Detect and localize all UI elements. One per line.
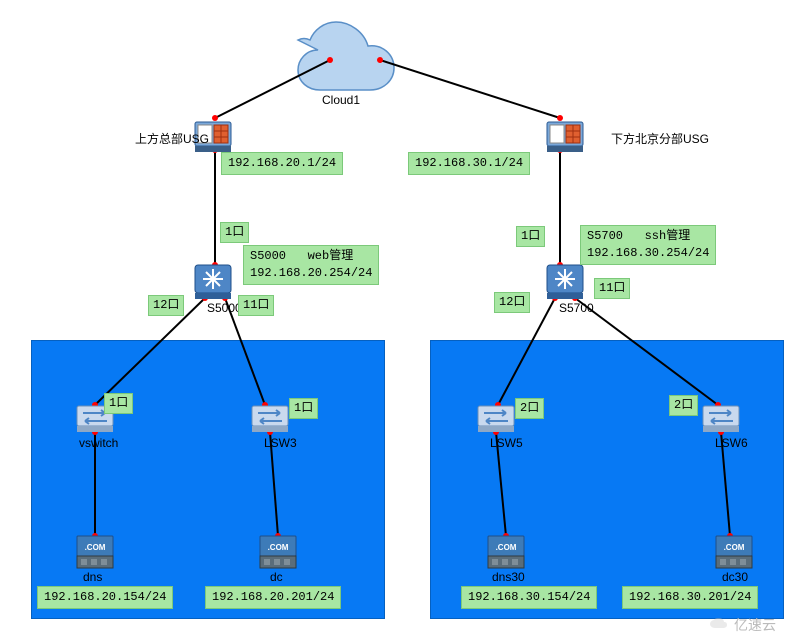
lsw5-label: LSW5 bbox=[490, 436, 523, 450]
topology-canvas: .COM bbox=[0, 0, 788, 643]
ipbox-ip_usg_left: 192.168.20.1/24 bbox=[221, 152, 343, 175]
ipbox-ip_dns: 192.168.20.154/24 bbox=[37, 586, 173, 609]
usg_right-icon bbox=[547, 122, 583, 152]
s5700-icon bbox=[547, 265, 583, 299]
dns-icon bbox=[77, 536, 113, 568]
lsw3-label: LSW3 bbox=[264, 436, 297, 450]
port-p_lsw5_2: 2口 bbox=[515, 398, 544, 419]
port-p_s5700_12: 12口 bbox=[494, 292, 530, 313]
port-p_s5700_up: 1口 bbox=[516, 226, 545, 247]
lsw3-icon bbox=[252, 406, 288, 432]
usg_left-label: 上方总部USG bbox=[135, 130, 209, 147]
cloud-icon bbox=[298, 22, 394, 90]
ipbox-s5700_mgmt: S5700 ssh管理 192.168.30.254/24 bbox=[580, 225, 716, 265]
lsw6-label: LSW6 bbox=[715, 436, 748, 450]
dc30-label: dc30 bbox=[722, 570, 748, 584]
usg_right-label: 下方北京分部USG bbox=[611, 130, 709, 147]
port-p_s5700_11: 11口 bbox=[594, 278, 630, 299]
cloud-label: Cloud1 bbox=[322, 93, 360, 107]
dns-label: dns bbox=[83, 570, 102, 584]
port-p_vswitch_1: 1口 bbox=[104, 393, 133, 414]
vswitch-label: vswitch bbox=[79, 436, 118, 450]
ipbox-s5000_mgmt: S5000 web管理 192.168.20.254/24 bbox=[243, 245, 379, 285]
dns30-icon bbox=[488, 536, 524, 568]
s5700-label: S5700 bbox=[559, 301, 594, 315]
edge-s5700-lsw6 bbox=[575, 298, 718, 405]
ipbox-ip_dc: 192.168.20.201/24 bbox=[205, 586, 341, 609]
dc30-icon bbox=[716, 536, 752, 568]
port-p_s5000_12: 12口 bbox=[148, 295, 184, 316]
endpoint-dot bbox=[377, 57, 383, 63]
dns30-label: dns30 bbox=[492, 570, 525, 584]
endpoint-dot bbox=[557, 115, 563, 121]
port-p_lsw6_2: 2口 bbox=[669, 395, 698, 416]
endpoint-dot bbox=[327, 57, 333, 63]
dc-icon bbox=[260, 536, 296, 568]
s5000-icon bbox=[195, 265, 231, 299]
s5000-label: S5000 bbox=[207, 301, 242, 315]
port-p_s5000_11: 11口 bbox=[238, 295, 274, 316]
ipbox-ip_usg_right: 192.168.30.1/24 bbox=[408, 152, 530, 175]
port-p_s5000_up: 1口 bbox=[220, 222, 249, 243]
ipbox-ip_dc30: 192.168.30.201/24 bbox=[622, 586, 758, 609]
port-p_lsw3_1: 1口 bbox=[289, 398, 318, 419]
ipbox-ip_dns30: 192.168.30.154/24 bbox=[461, 586, 597, 609]
endpoint-dot bbox=[212, 115, 218, 121]
dc-label: dc bbox=[270, 570, 283, 584]
edge-s5700-lsw5 bbox=[498, 298, 555, 405]
lsw6-icon bbox=[703, 406, 739, 432]
watermark: 亿速云 bbox=[710, 615, 776, 635]
lsw5-icon bbox=[478, 406, 514, 432]
edge-cloud-usg_right bbox=[380, 60, 560, 118]
